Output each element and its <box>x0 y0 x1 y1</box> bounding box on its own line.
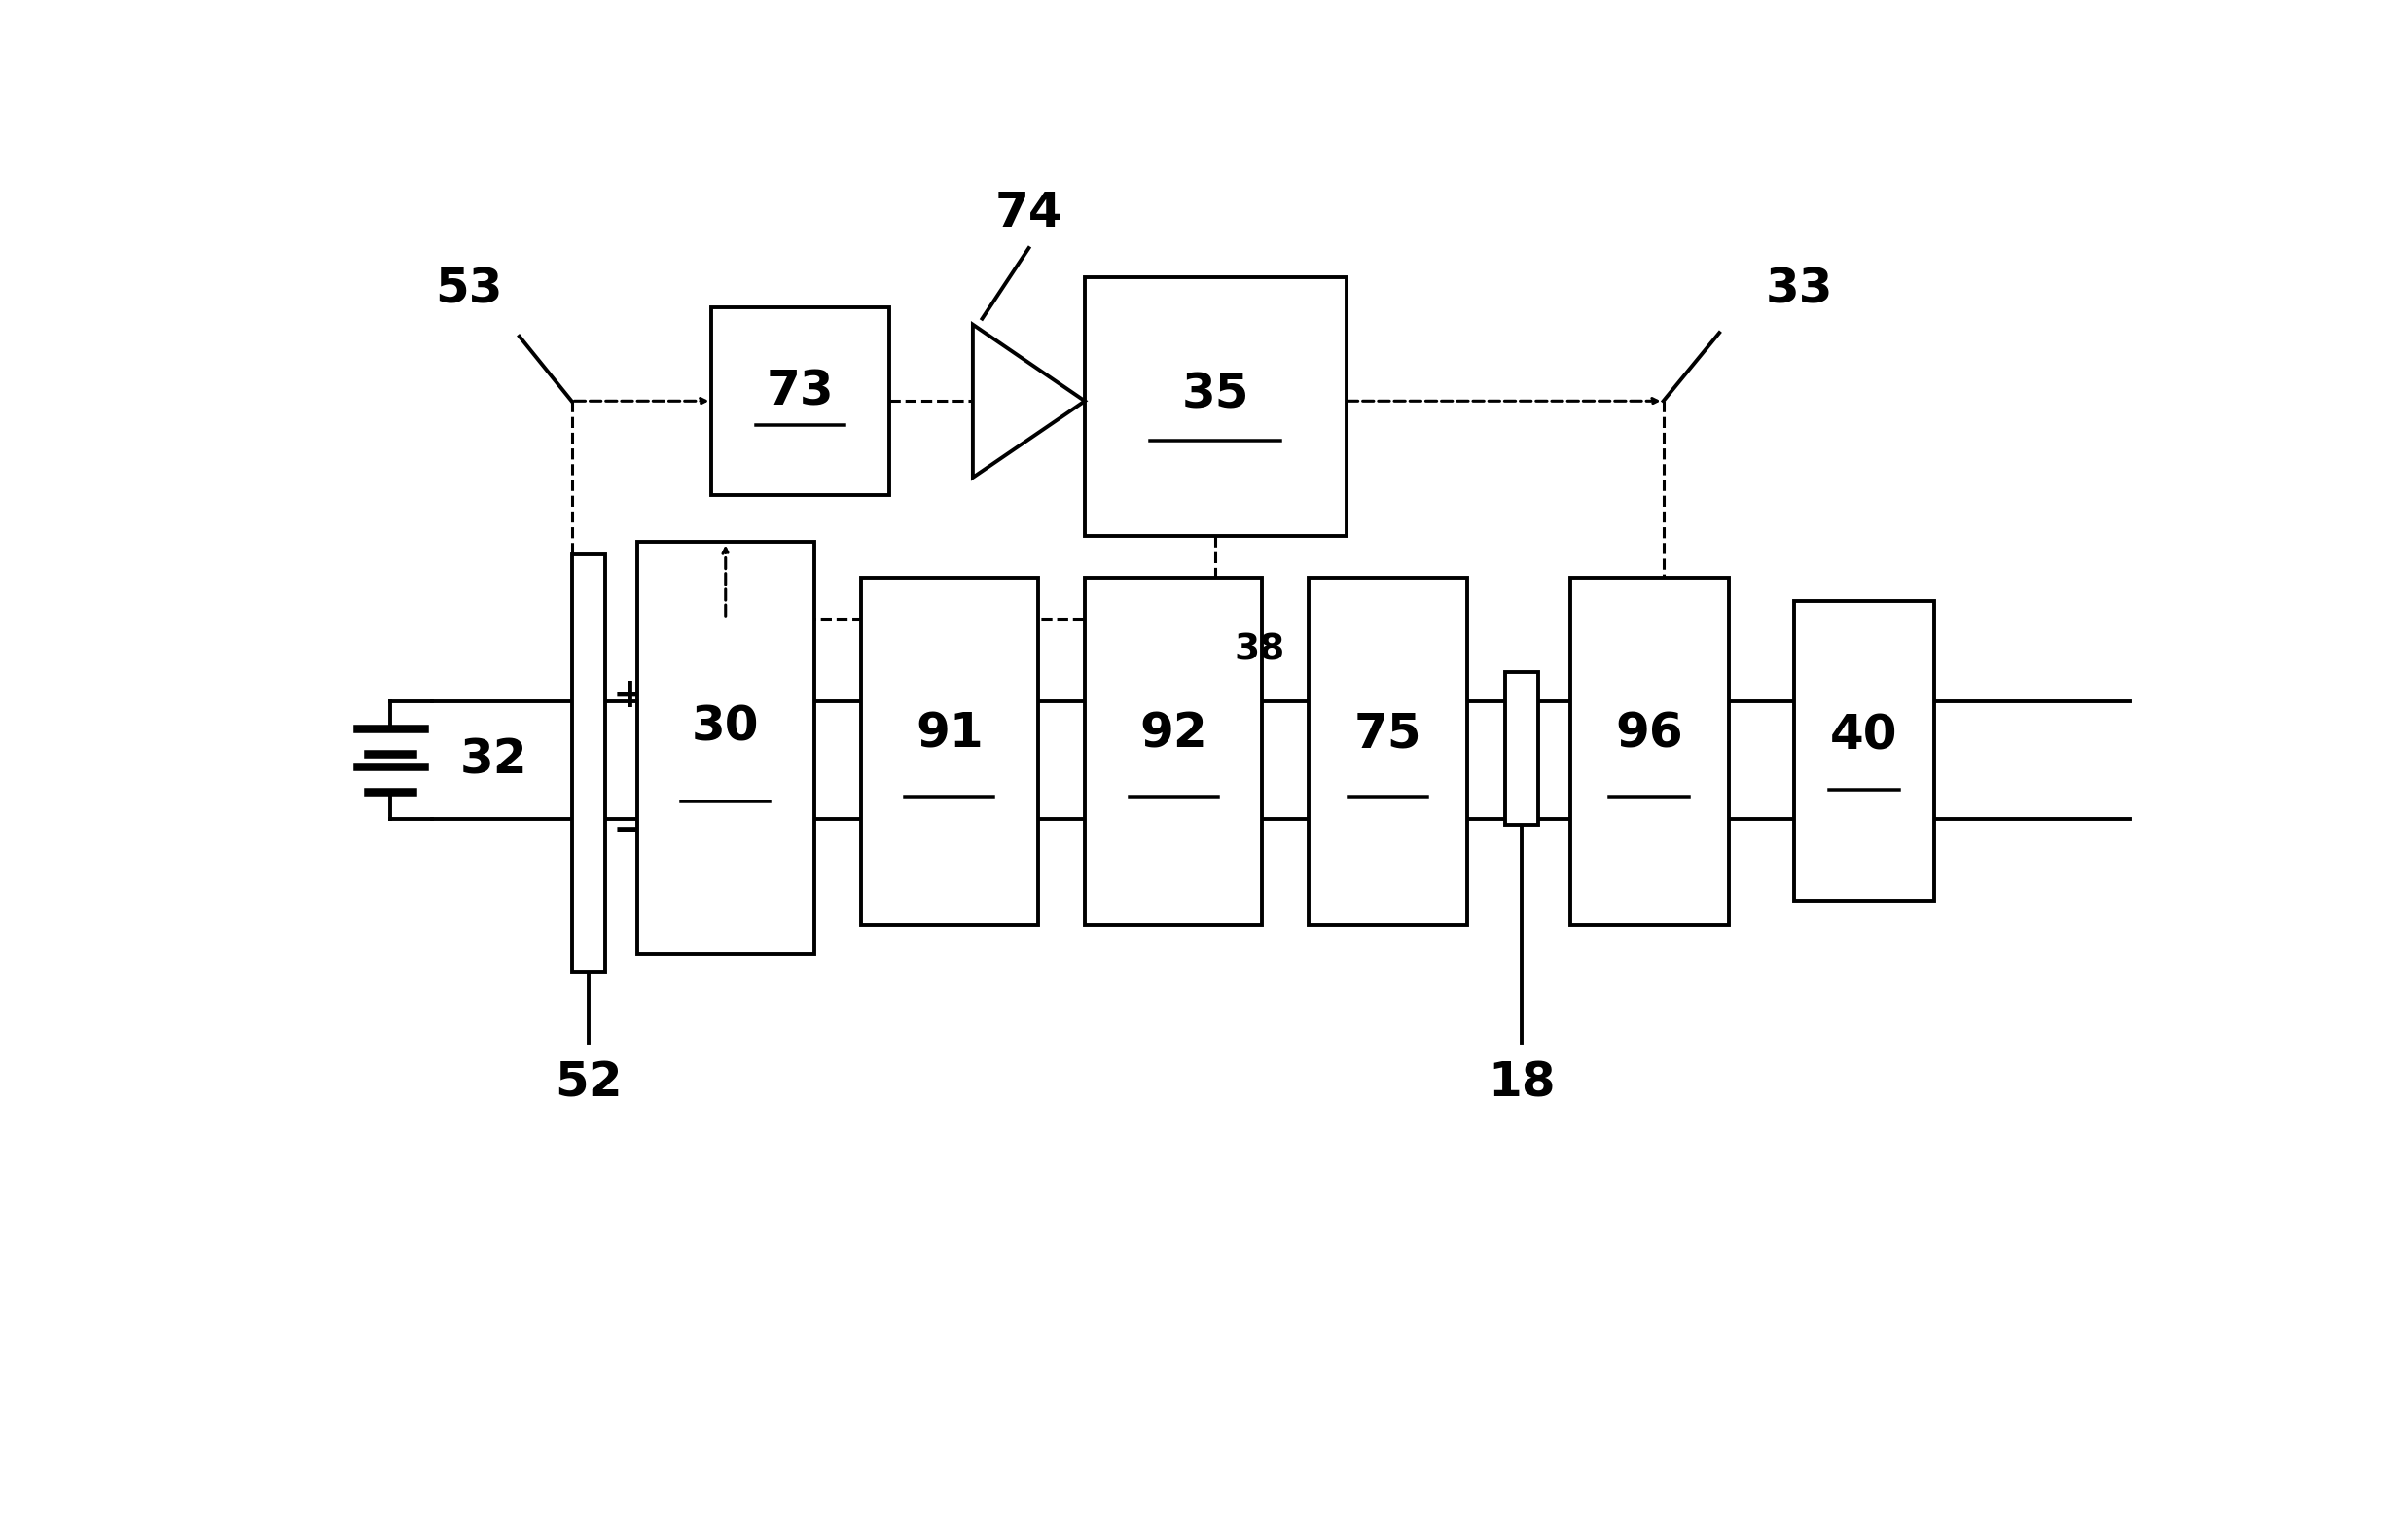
Text: 75: 75 <box>1353 711 1423 756</box>
Bar <box>636 542 814 953</box>
Text: 96: 96 <box>1616 711 1683 756</box>
Bar <box>862 578 1038 924</box>
Text: 92: 92 <box>1139 711 1206 756</box>
Text: 52: 52 <box>554 1060 621 1106</box>
Text: −: − <box>612 810 648 851</box>
Bar <box>713 307 889 495</box>
Text: 30: 30 <box>691 704 759 750</box>
Text: 40: 40 <box>1830 712 1898 759</box>
Text: 35: 35 <box>1182 371 1250 417</box>
Text: 18: 18 <box>1488 1060 1556 1106</box>
Bar <box>1084 278 1346 536</box>
Bar <box>1570 578 1729 924</box>
Text: 33: 33 <box>1765 266 1832 313</box>
Text: 32: 32 <box>460 736 527 784</box>
Bar <box>1310 578 1466 924</box>
Text: 73: 73 <box>766 368 833 416</box>
Text: 38: 38 <box>1233 633 1286 668</box>
Bar <box>1084 578 1262 924</box>
Text: 91: 91 <box>915 711 982 756</box>
Bar <box>1794 601 1934 902</box>
Bar <box>571 555 604 972</box>
Text: 74: 74 <box>995 189 1062 237</box>
Text: 53: 53 <box>436 266 503 313</box>
Text: +: + <box>612 675 645 715</box>
Bar <box>1505 672 1539 825</box>
